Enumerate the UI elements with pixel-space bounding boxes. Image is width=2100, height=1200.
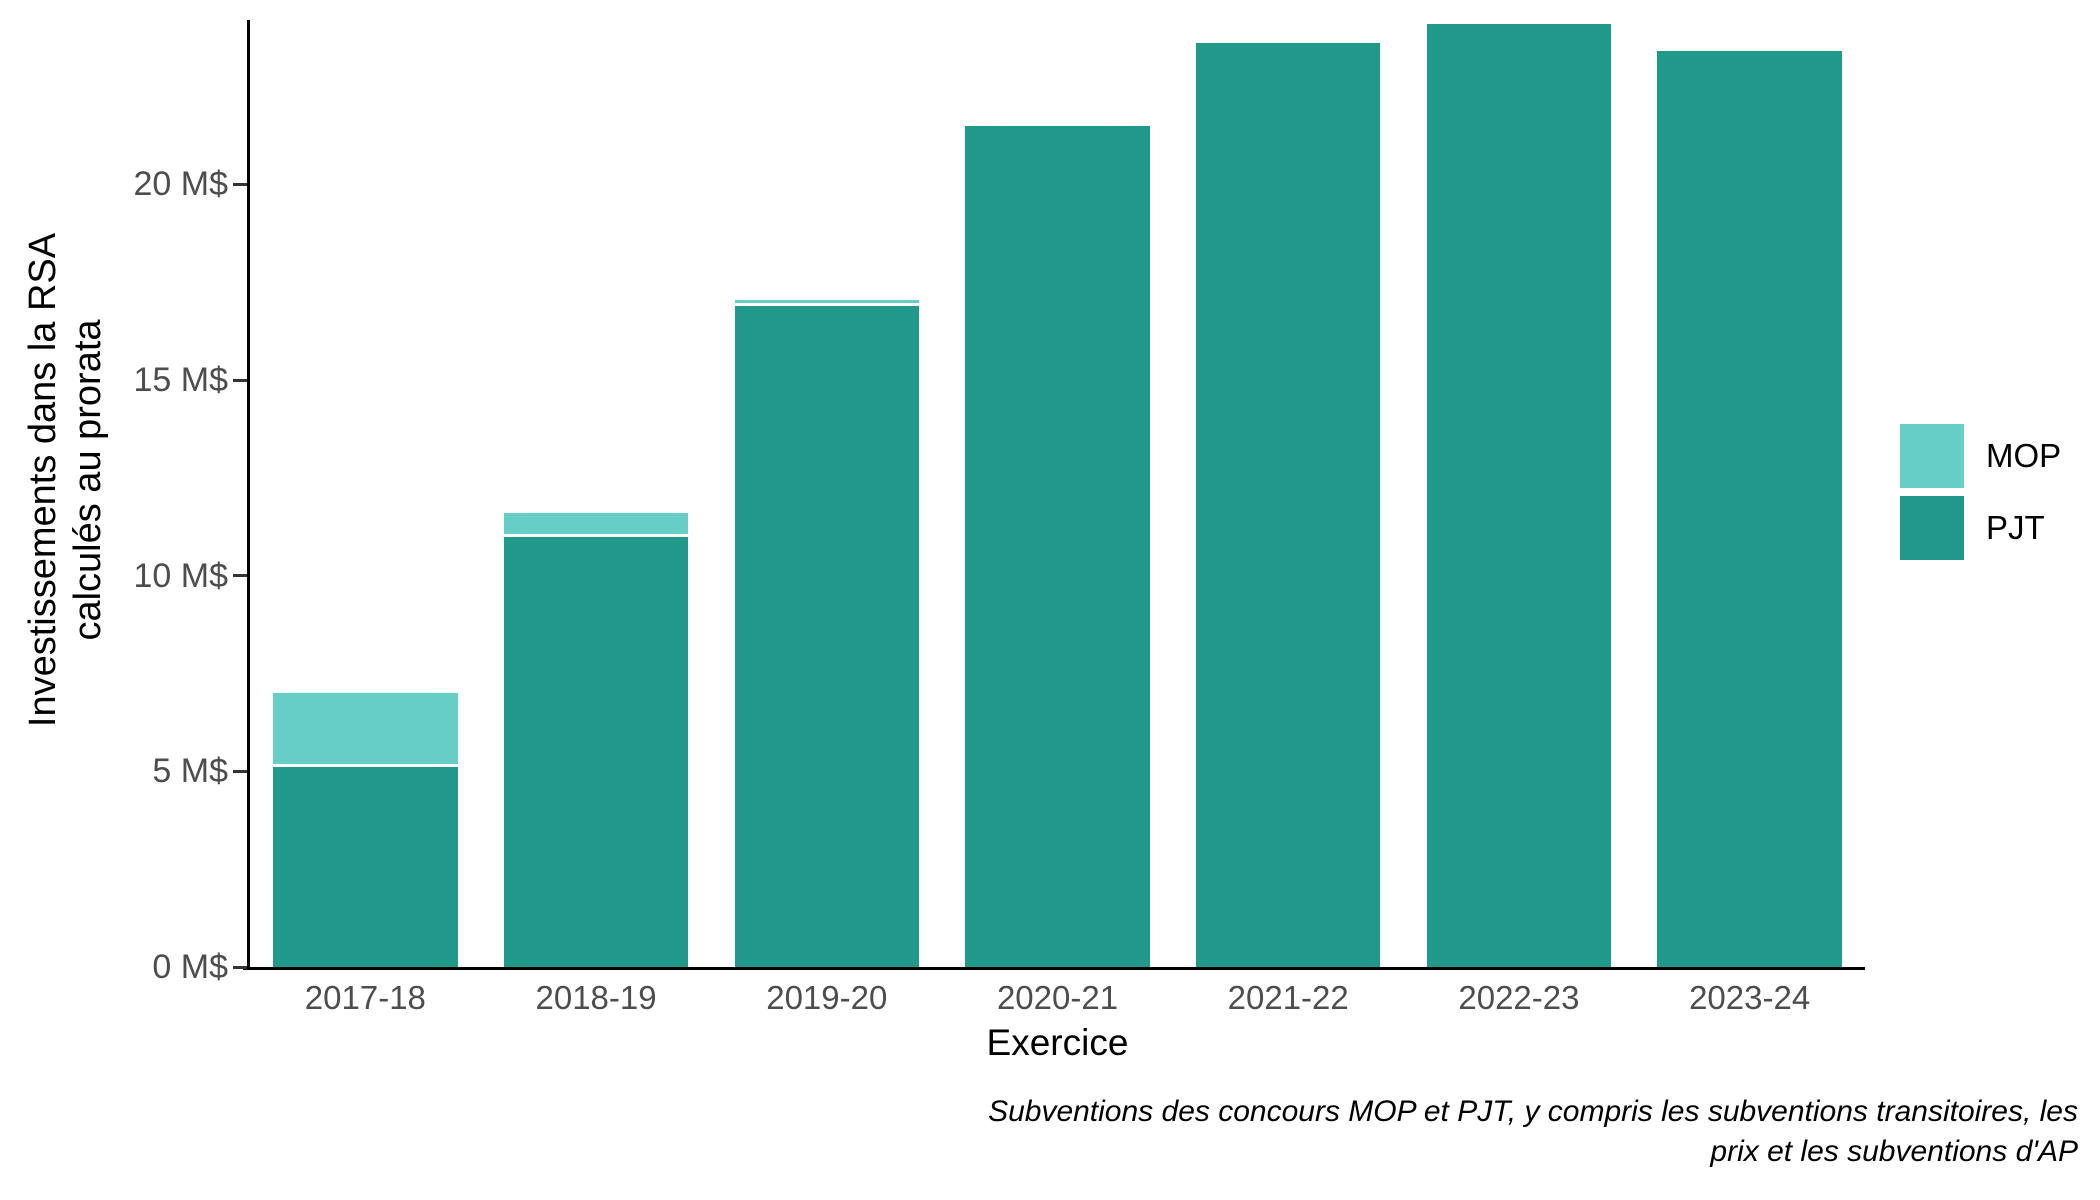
x-tick-label-2017-18: 2017-18 xyxy=(304,979,426,1016)
bar-segment-pjt-2022-23 xyxy=(1426,23,1612,967)
bar-2018-19 xyxy=(503,20,689,967)
x-tick-label-2022-23: 2022-23 xyxy=(1458,979,1580,1016)
legend: MOP PJT xyxy=(1900,424,2061,568)
y-axis-title-line-1: Investissements dans la RSA xyxy=(22,232,65,728)
bar-segment-mop-2019-20 xyxy=(734,299,920,303)
bar-2019-20 xyxy=(734,20,920,967)
bar-segment-pjt-2017-18 xyxy=(273,767,458,967)
bar-segment-pjt-2018-19 xyxy=(503,536,689,967)
y-tick-label: 15 M$ xyxy=(133,361,229,400)
bar-segment-mop-2018-19 xyxy=(503,513,689,534)
bar-2022-23 xyxy=(1426,20,1612,967)
y-tick-label: 5 M$ xyxy=(152,752,228,791)
y-axis-tick xyxy=(233,965,247,969)
bar-segment-mop-2017-18 xyxy=(273,693,458,765)
x-axis-title: Exercice xyxy=(986,1022,1129,1063)
x-axis-line xyxy=(243,967,1865,970)
y-tick-label: 0 M$ xyxy=(152,948,228,986)
caption-line-1: Subventions des concours MOP et PJT, y c… xyxy=(988,1095,2078,1128)
x-tick-label-2019-20: 2019-20 xyxy=(766,979,888,1016)
bar-segment-pjt-2021-22 xyxy=(1195,43,1381,967)
legend-label-mop: MOP xyxy=(1986,437,2062,474)
bar-2023-24 xyxy=(1657,20,1842,967)
caption-line-2: prix et les subventions d'AP xyxy=(1710,1135,2078,1168)
y-axis-title-line-2: calculés au prorata xyxy=(67,319,109,641)
bar-segment-pjt-2020-21 xyxy=(965,125,1150,967)
y-axis-tick xyxy=(233,378,247,382)
legend-swatch-pjt xyxy=(1900,496,1964,560)
x-tick-label-2021-22: 2021-22 xyxy=(1227,979,1349,1016)
bar-2021-22 xyxy=(1195,20,1381,967)
legend-item-mop: MOP xyxy=(1900,424,2061,488)
legend-swatch-mop xyxy=(1900,424,1964,488)
bar-2020-21 xyxy=(965,20,1150,967)
y-axis-tick xyxy=(233,182,247,186)
bar-2017-18 xyxy=(273,20,458,967)
plot-area xyxy=(233,20,1865,970)
y-axis-title: Investissements dans la RSA calculés au … xyxy=(21,233,111,727)
bar-segment-pjt-2023-24 xyxy=(1657,51,1842,967)
caption: Subventions des concours MOP et PJT, y c… xyxy=(578,1092,2078,1172)
bar-segment-pjt-2019-20 xyxy=(734,305,920,967)
y-tick-label: 20 M$ xyxy=(133,165,229,204)
y-axis-tick xyxy=(233,769,247,773)
y-axis-line xyxy=(247,20,250,970)
x-tick-label-2020-21: 2020-21 xyxy=(996,979,1119,1016)
legend-item-pjt: PJT xyxy=(1900,496,2061,560)
x-tick-label-2018-19: 2018-19 xyxy=(535,979,657,1016)
y-axis-tick xyxy=(233,574,247,578)
legend-label-pjt: PJT xyxy=(1986,509,2045,546)
x-tick-label-2023-24: 2023-24 xyxy=(1689,979,1811,1016)
y-tick-label: 10 M$ xyxy=(133,556,229,595)
